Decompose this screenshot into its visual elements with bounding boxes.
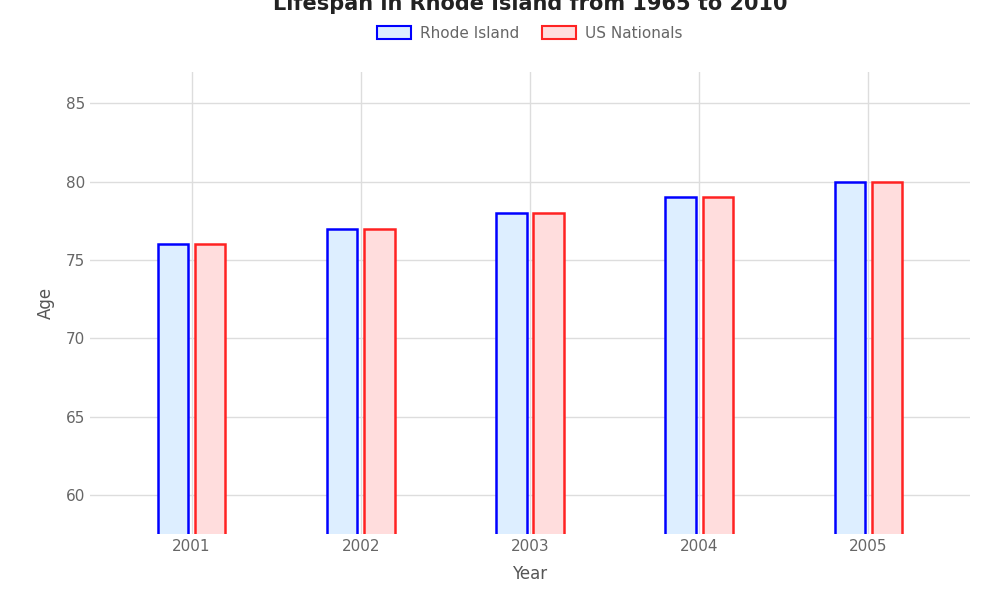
Bar — [327, 229, 357, 600]
Bar — [364, 229, 395, 600]
Bar — [665, 197, 696, 600]
Title: Lifespan in Rhode Island from 1965 to 2010: Lifespan in Rhode Island from 1965 to 20… — [273, 0, 787, 13]
Bar — [533, 213, 564, 600]
X-axis label: Year: Year — [512, 565, 548, 583]
Y-axis label: Age: Age — [37, 287, 55, 319]
Bar — [703, 197, 733, 600]
Bar — [195, 244, 225, 600]
Legend: Rhode Island, US Nationals: Rhode Island, US Nationals — [371, 20, 689, 47]
Bar — [158, 244, 188, 600]
Bar — [835, 182, 865, 600]
Bar — [496, 213, 527, 600]
Bar — [872, 182, 902, 600]
